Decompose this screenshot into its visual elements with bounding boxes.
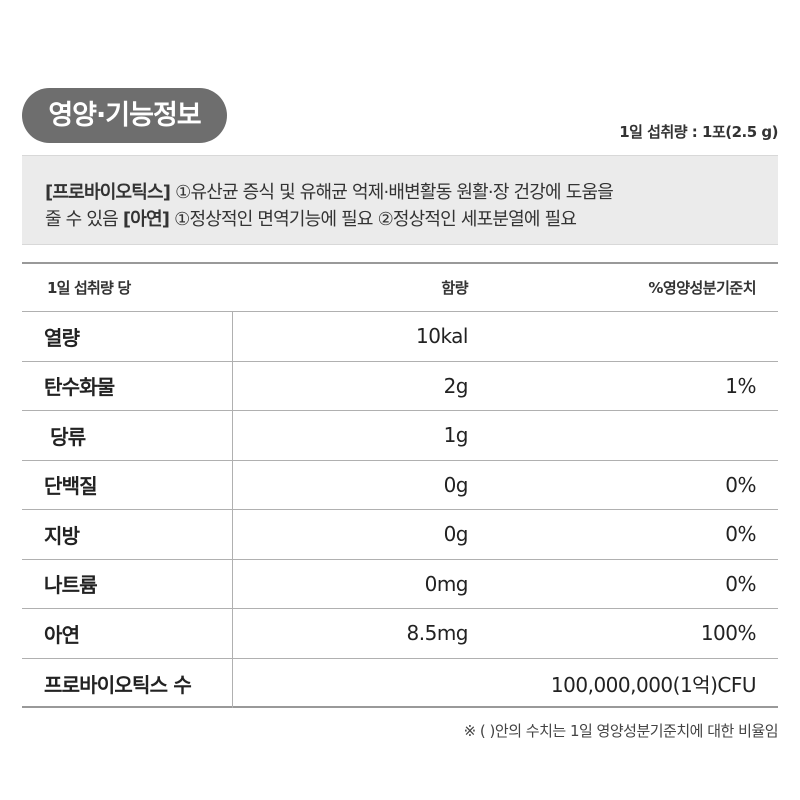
nutrient-name: 당류 <box>44 424 86 449</box>
probiotics-function-text: ①유산균 증식 및 유해균 억제·배변활동 원활·장 건강에 도움을 <box>170 182 614 203</box>
nutrient-name: 아연 <box>44 622 80 647</box>
nutrient-amount: 2g <box>443 373 469 398</box>
nutrient-amount: 10kal <box>416 324 469 349</box>
column-divider <box>232 658 233 708</box>
header-daily-value: %영양성분기준치 <box>648 279 756 297</box>
nutrient-name: 나트륨 <box>44 573 98 598</box>
probiotics-function-text-cont: 줄 수 있음 <box>45 209 123 230</box>
nutrient-name: 지방 <box>44 523 80 548</box>
table-row: 탄수화물 2g 1% <box>22 362 778 411</box>
footnote: ※ ( )안의 수치는 1일 영양성분기준치에 대한 비율임 <box>463 722 779 740</box>
nutrient-daily-value: 100% <box>700 621 757 646</box>
nutrient-amount: 0g <box>443 472 469 497</box>
functional-info-line-2: 줄 수 있음 [아연] ①정상적인 면역기능에 필요 ②정상적인 세포분열에 필… <box>45 205 577 231</box>
table-row-probiotics: 프로바이오틱스 수 100,000,000(1억)CFU <box>22 659 778 709</box>
nutrient-name: 열량 <box>44 325 80 350</box>
nutrient-amount: 0g <box>443 522 469 547</box>
serving-size: 1일 섭취량 : 1포(2.5 g) <box>619 123 778 141</box>
table-row: 단백질 0g 0% <box>22 461 778 510</box>
probiotics-count-label: 프로바이오틱스 수 <box>44 672 192 697</box>
nutrient-daily-value: 0% <box>725 472 756 497</box>
table-row: 아연 8.5mg 100% <box>22 609 778 659</box>
zinc-tag: [아연] <box>122 209 170 230</box>
header-amount: 함량 <box>441 279 468 297</box>
nutrient-daily-value: 1% <box>725 373 756 398</box>
nutrient-amount: 0mg <box>424 571 469 596</box>
table-row: 열량 10kal <box>22 312 778 362</box>
functional-info-box: [프로바이오틱스] ①유산균 증식 및 유해균 억제·배변활동 원활·장 건강에… <box>22 155 778 245</box>
nutrient-name: 단백질 <box>44 474 98 499</box>
nutrition-table: 1일 섭취량 당 함량 %영양성분기준치 열량 10kal 탄수화물 2g 1%… <box>22 262 778 708</box>
table-row: 나트륨 0mg 0% <box>22 560 778 609</box>
header-per-serving: 1일 섭취량 당 <box>47 279 131 297</box>
probiotics-count-value: 100,000,000(1억)CFU <box>550 672 757 697</box>
zinc-function-text: ①정상적인 면역기능에 필요 ②정상적인 세포분열에 필요 <box>169 209 577 230</box>
nutrient-name: 탄수화물 <box>44 375 115 400</box>
nutrient-amount: 1g <box>443 423 469 448</box>
nutrient-daily-value: 0% <box>725 571 756 596</box>
section-title: 영양·기능정보 <box>22 88 227 143</box>
nutrient-daily-value: 0% <box>725 522 756 547</box>
table-header-row: 1일 섭취량 당 함량 %영양성분기준치 <box>22 264 778 312</box>
functional-info-line-1: [프로바이오틱스] ①유산균 증식 및 유해균 억제·배변활동 원활·장 건강에… <box>45 178 614 204</box>
nutrient-amount: 8.5mg <box>406 621 469 646</box>
table-row: 당류 1g <box>22 411 778 461</box>
table-row: 지방 0g 0% <box>22 510 778 560</box>
column-divider <box>232 312 233 658</box>
probiotics-tag: [프로바이오틱스] <box>45 182 171 203</box>
